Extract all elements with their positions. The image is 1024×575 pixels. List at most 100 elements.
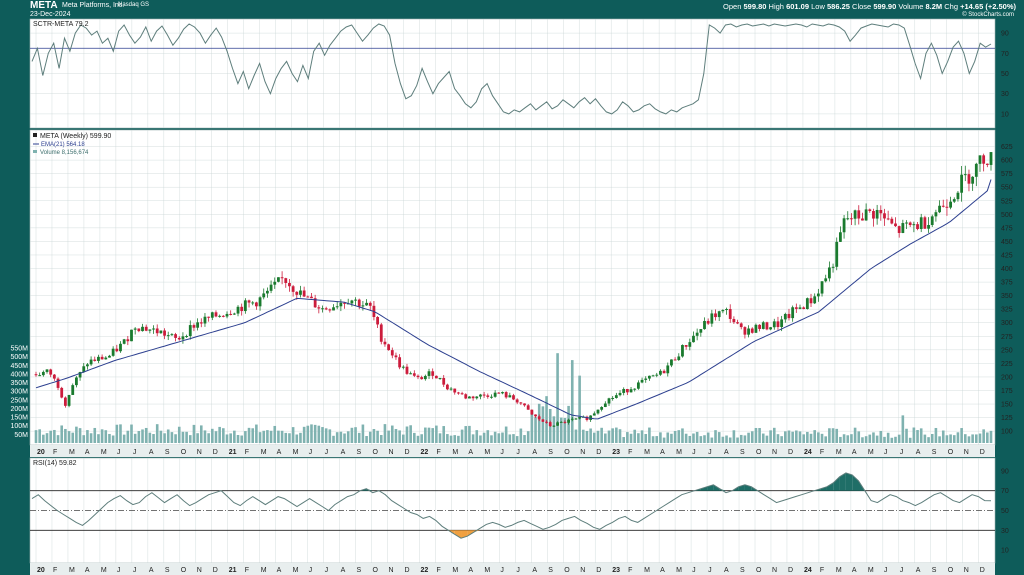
- candle-up: [181, 336, 185, 340]
- candle-down: [240, 306, 244, 312]
- x-tick-label-bottom: J: [900, 567, 904, 574]
- x-tick-label-top: F: [820, 449, 824, 456]
- volume-bar: [181, 431, 185, 443]
- volume-bar: [839, 436, 842, 443]
- candle-up: [989, 152, 993, 165]
- volume-y-tick: 300M: [10, 389, 28, 396]
- candle-down: [412, 373, 416, 376]
- candle-down: [684, 345, 688, 347]
- candle-down: [431, 371, 435, 376]
- price-y-tick: 175: [1001, 388, 1013, 395]
- price-y-tick: 550: [1001, 185, 1013, 192]
- candle-up: [655, 374, 659, 376]
- candle-up: [666, 365, 670, 374]
- volume-bar: [886, 432, 890, 443]
- chart-date: 23-Dec-2024: [30, 11, 71, 18]
- volume-bar: [332, 435, 335, 443]
- x-tick-label-bottom: S: [165, 567, 170, 574]
- x-tick-label-top: O: [564, 449, 570, 456]
- candle-down: [794, 307, 798, 309]
- candle-up: [618, 392, 622, 396]
- volume-bar: [45, 433, 49, 443]
- volume-bar: [321, 427, 324, 443]
- candle-down: [541, 419, 545, 422]
- price-y-tick: 125: [1001, 415, 1013, 422]
- x-tick-label-top: M: [836, 449, 842, 456]
- candle-down: [886, 218, 890, 220]
- volume-bar: [831, 428, 835, 443]
- volume-bar: [372, 429, 376, 443]
- candle-down: [714, 313, 717, 318]
- candle-up: [798, 307, 802, 309]
- volume-bar: [975, 434, 978, 443]
- volume-bar: [350, 427, 354, 443]
- volume-bar: [581, 429, 585, 443]
- candle-up: [258, 297, 262, 307]
- ticker-symbol[interactable]: META: [30, 0, 58, 11]
- volume-bar: [912, 427, 916, 443]
- candle-up: [119, 343, 122, 352]
- volume-bar: [890, 437, 894, 443]
- volume-bar: [651, 436, 655, 443]
- volume-bar: [615, 427, 618, 443]
- volume-bar: [222, 428, 225, 443]
- x-tick-label-top: A: [660, 449, 665, 456]
- price-y-tick: 275: [1001, 334, 1013, 341]
- volume-bar: [266, 430, 269, 443]
- candle-up: [772, 321, 776, 328]
- candle-down: [434, 375, 438, 379]
- candle-down: [563, 421, 567, 423]
- x-tick-label-top: N: [580, 449, 585, 456]
- volume-bar: [732, 430, 736, 443]
- volume-bar: [644, 433, 648, 443]
- candle-up: [791, 307, 795, 319]
- candle-up: [644, 378, 648, 380]
- candle-down: [739, 323, 743, 328]
- rsi-line: [31, 472, 992, 539]
- rsi-y-tick: 50: [1001, 508, 1009, 515]
- volume-y-tick: 150M: [10, 415, 28, 422]
- candle-up: [556, 422, 559, 426]
- volume-bar: [743, 435, 747, 443]
- candle-up: [251, 302, 255, 304]
- volume-bar: [357, 432, 361, 443]
- x-tick-label-bottom: M: [868, 567, 874, 574]
- volume-bar: [258, 432, 262, 443]
- volume-bar: [747, 432, 750, 443]
- volume-bar: [659, 432, 662, 443]
- volume-bar: [772, 427, 776, 443]
- volume-bar: [141, 429, 144, 443]
- volume-bar: [302, 426, 306, 443]
- volume-bar: [728, 437, 732, 443]
- x-tick-label-top: J: [884, 449, 888, 456]
- price-y-tick: 425: [1001, 252, 1013, 259]
- volume-bar: [291, 427, 295, 443]
- volume-bar: [365, 436, 368, 443]
- candle-down: [291, 286, 295, 292]
- volume-bar: [930, 433, 934, 443]
- volume-bar: [479, 435, 482, 443]
- candle-up: [574, 418, 578, 420]
- volume-bar: [725, 435, 728, 443]
- x-tick-label-top: M: [676, 449, 682, 456]
- volume-bar: [721, 436, 725, 443]
- rsi-overbought-fill: [826, 482, 834, 491]
- price-y-tick: 500: [1001, 212, 1013, 219]
- price-y-tick: 325: [1001, 307, 1013, 314]
- volume-bar: [137, 431, 141, 443]
- volume-bar: [835, 428, 839, 443]
- candle-up: [930, 216, 934, 226]
- price-y-tick: 150: [1001, 402, 1013, 409]
- volume-bar: [806, 431, 809, 443]
- x-tick-label-top: S: [740, 449, 745, 456]
- rsi-oversold-fill: [454, 530, 462, 539]
- candle-up: [409, 373, 413, 375]
- candle-down: [115, 348, 119, 352]
- x-tick-label-top: M: [484, 449, 490, 456]
- volume-bar: [49, 430, 52, 443]
- rsi-overbought-fill: [839, 472, 846, 491]
- volume-bar: [817, 432, 820, 443]
- volume-bar: [354, 427, 357, 443]
- candle-up: [299, 290, 302, 295]
